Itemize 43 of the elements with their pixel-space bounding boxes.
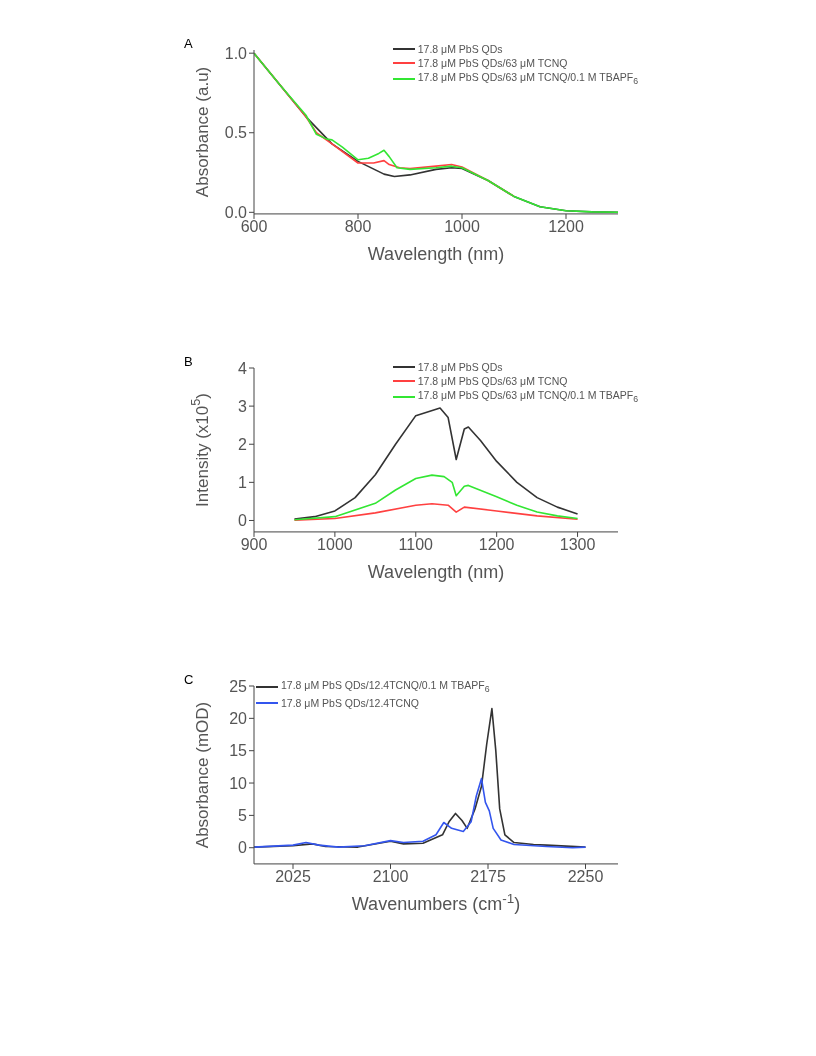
legend-label: 17.8 μM PbS QDs/63 μM TCNQ/0.1 M TBAPF$_{6}$ <box>417 70 638 89</box>
x-tick-label: 1000 <box>444 218 480 236</box>
y-tick-label: 3 <box>238 397 248 415</box>
y-tick-label: 15 <box>229 742 248 760</box>
y-axis-title: Absorbance (a.u) <box>193 66 213 198</box>
y-tick-label: 1 <box>238 474 248 492</box>
legend-label: 17.8 μM PbS QDs/63 μM TCNQ/0.1 M TBAPF$_{6}$ <box>417 388 638 407</box>
y-tick-label: 1.0 <box>224 44 248 62</box>
legend-label: 17.8 μM PbS QDs/12.4TCNQ/0.1 M TBAPF$_{6}$ <box>281 678 490 697</box>
y-tick-label: 0 <box>238 512 248 530</box>
x-tick-label: 900 <box>240 536 268 554</box>
chart-title: B <box>184 354 193 369</box>
x-tick-label: 2175 <box>470 868 506 886</box>
x-tick-label: 2100 <box>372 868 409 886</box>
x-tick-label: 1000 <box>317 536 353 554</box>
y-tick-label: 4 <box>238 359 248 377</box>
legend-label: 17.8 μM PbS QDs/63 μM TCNQ <box>417 56 568 70</box>
legend-label: 17.8 μM PbS QDs/12.4TCNQ <box>281 696 419 711</box>
x-axis-title: Wavelength (nm) <box>367 561 505 582</box>
x-tick-label: 1200 <box>548 218 584 236</box>
y-tick-label: 0 <box>238 839 248 857</box>
legend-label: 17.8 μM PbS QDs/63 μM TCNQ <box>417 374 568 388</box>
chart-title: C <box>184 672 194 687</box>
x-tick-label: 1300 <box>559 536 596 554</box>
x-axis-title: Wavelength (nm) <box>367 243 505 264</box>
y-tick-label: 25 <box>229 677 248 695</box>
chart-title: A <box>184 36 193 51</box>
x-tick-label: 800 <box>344 218 372 236</box>
legend-label: 17.8 μM PbS QDs <box>417 360 503 374</box>
y-axis-title: Absorbance (mOD) <box>193 701 213 849</box>
x-tick-label: 1200 <box>478 536 515 554</box>
x-axis-title: Wavenumbers (cm$^{-1}$) <box>351 890 521 914</box>
y-tick-label: 20 <box>229 710 248 728</box>
x-tick-label: 600 <box>240 218 268 236</box>
x-tick-label: 2025 <box>275 868 311 886</box>
y-tick-label: 5 <box>238 807 248 825</box>
y-tick-label: 0.5 <box>224 124 248 142</box>
legend-label: 17.8 μM PbS QDs <box>417 42 503 56</box>
x-tick-label: 2250 <box>567 868 604 886</box>
x-tick-label: 1100 <box>398 536 434 554</box>
y-tick-label: 2 <box>238 435 248 453</box>
y-tick-label: 0.0 <box>224 203 248 221</box>
y-tick-label: 10 <box>229 774 248 792</box>
